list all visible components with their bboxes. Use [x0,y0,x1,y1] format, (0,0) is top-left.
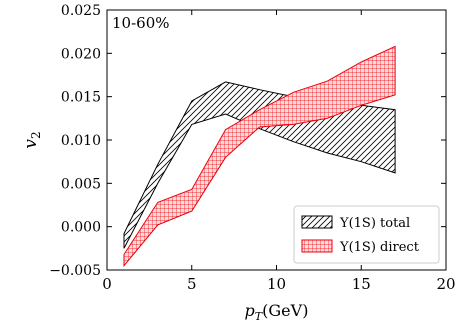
y-tick-label: −0.005 [49,263,101,279]
band-series-2 [123,45,396,268]
legend-label-1: Υ(1S) total [339,216,410,231]
centrality-annotation: 10-60% [112,14,170,32]
x-tick-label: 5 [187,275,197,293]
legend: Υ(1S) total Υ(1S) direct [293,205,440,264]
legend-swatch-1 [301,215,333,229]
bands-layer [123,45,396,268]
x-tick-label: 0 [102,275,112,293]
y-tick-label: 0.010 [61,133,101,149]
y-tick-label: 0.000 [61,220,101,236]
y-axis-label: v2 [21,131,43,148]
band-series-1 [123,81,396,249]
x-tick-label: 10 [267,275,286,293]
x-tick-label: 20 [436,275,455,293]
y-tick-label: 0.015 [61,90,101,106]
y-axis: −0.005 0.000 0.005 0.010 0.015 0.020 0.025 [49,3,446,279]
x-axis: 0 5 10 15 20 [102,10,456,293]
x-axis-label: pT(GeV) [245,301,309,323]
y-tick-label: 0.005 [61,176,101,192]
x-tick-label: 15 [352,275,371,293]
legend-swatch-2 [301,239,333,253]
y-tick-label: 0.025 [61,3,101,19]
legend-label-2: Υ(1S) direct [339,240,420,255]
y-tick-label: 0.020 [61,46,101,62]
